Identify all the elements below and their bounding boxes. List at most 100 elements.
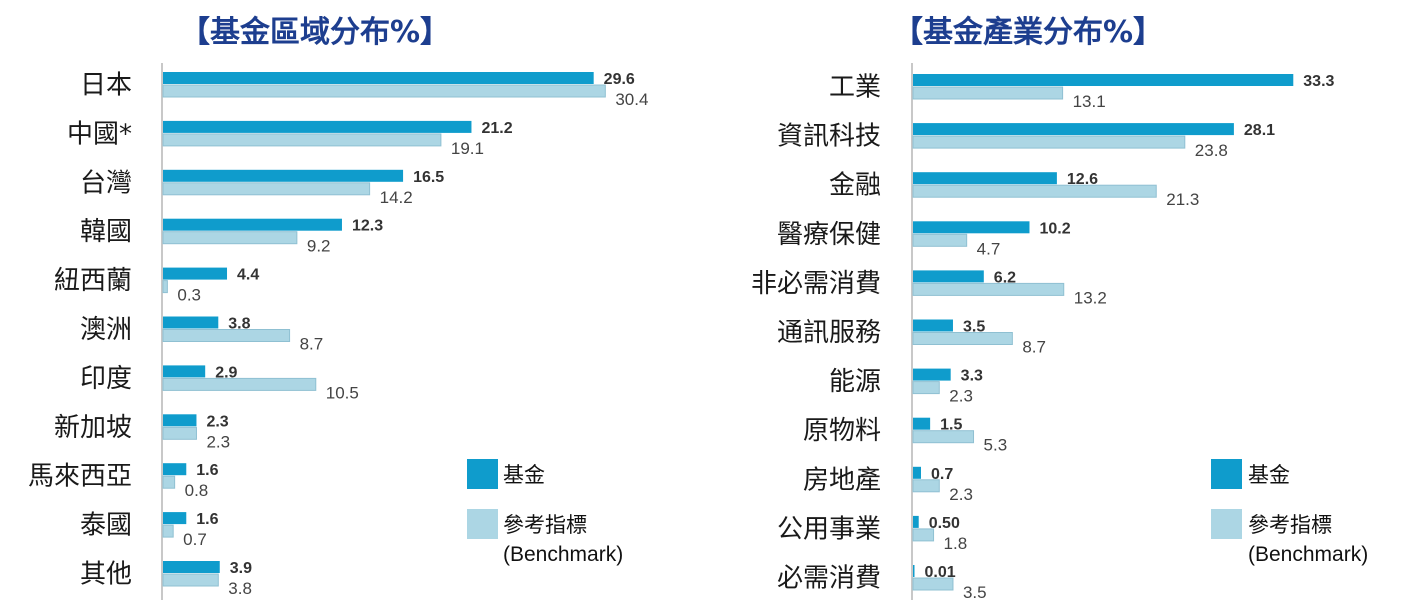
industry-category-label: 原物料 xyxy=(803,416,881,446)
region-fund-bar xyxy=(163,169,404,182)
industry-benchmark-value-label: 3.5 xyxy=(963,583,987,602)
region-fund-bar xyxy=(163,463,187,476)
industry-benchmark-bar xyxy=(912,479,940,493)
industry-benchmark-value-label: 1.8 xyxy=(944,534,968,553)
region-category-label: 泰國 xyxy=(80,511,132,541)
region-category-label: 台灣 xyxy=(80,168,132,198)
industry-category-label: 金融 xyxy=(829,171,881,201)
industry-legend-fund-swatch xyxy=(1211,459,1242,489)
industry-benchmark-value-label: 2.3 xyxy=(949,387,973,406)
industry-category-label: 通訊服務 xyxy=(777,318,881,348)
industry-benchmark-value-label: 23.8 xyxy=(1195,141,1228,160)
industry-benchmark-value-label: 2.3 xyxy=(949,485,973,504)
region-category-label: 其他 xyxy=(80,560,132,590)
region-benchmark-bar xyxy=(162,280,168,294)
region-category-label: 中國* xyxy=(67,119,132,149)
region-category-label: 日本 xyxy=(80,71,132,101)
industry-category-label: 非必需消費 xyxy=(751,269,881,299)
region-benchmark-bar xyxy=(162,377,317,391)
industry-fund-bar xyxy=(913,466,921,479)
region-fund-bar xyxy=(163,267,228,280)
region-benchmark-bar xyxy=(162,426,197,440)
industry-benchmark-value-label: 5.3 xyxy=(984,436,1008,455)
region-category-label: 紐西蘭 xyxy=(54,266,132,296)
region-fund-value-label: 2.9 xyxy=(215,364,237,381)
region-fund-value-label: 1.6 xyxy=(196,462,218,479)
region-benchmark-value-label: 0.7 xyxy=(183,530,207,549)
industry-benchmark-bar xyxy=(912,332,1013,345)
region-benchmark-bar xyxy=(162,133,442,147)
industry-fund-value-label: 1.5 xyxy=(940,417,962,434)
region-fund-value-label: 29.6 xyxy=(604,71,635,88)
region-fund-value-label: 3.8 xyxy=(228,316,250,333)
industry-legend-benchmark-swatch xyxy=(1211,509,1242,539)
region-legend-benchmark-swatch xyxy=(467,509,498,539)
industry-fund-bar xyxy=(913,417,931,430)
industry-benchmark-bar xyxy=(912,184,1157,198)
region-category-label: 韓國 xyxy=(80,217,132,247)
industry-benchmark-value-label: 4.7 xyxy=(977,239,1001,258)
industry-benchmark-bar xyxy=(912,577,954,591)
industry-category-label: 公用事業 xyxy=(777,514,881,544)
region-fund-bar xyxy=(163,218,342,231)
industry-category-label: 必需消費 xyxy=(777,564,881,594)
region-benchmark-bar xyxy=(162,524,174,538)
region-fund-value-label: 4.4 xyxy=(237,267,259,284)
region-chart-bars: 日本 29.6 30.4 中國* 21.2 19.1 台灣 16.514.2 韓國 12.3 9.2… xyxy=(28,71,648,599)
region-category-label: 馬來西亞 xyxy=(28,462,132,492)
region-category-label: 印度 xyxy=(80,364,132,394)
industry-fund-value-label: 3.5 xyxy=(963,319,985,336)
industry-fund-bar xyxy=(913,74,1294,86)
industry-fund-bar xyxy=(913,123,1234,136)
region-fund-value-label: 2.3 xyxy=(206,413,228,430)
industry-fund-value-label: 10.2 xyxy=(1039,220,1070,237)
industry-fund-bar xyxy=(913,515,919,528)
region-fund-bar xyxy=(163,365,206,378)
region-chart: 【基金區域分布%】 日本 29.6 30.4 中國* 21.2 19.1 台灣 16.514.… xyxy=(28,15,648,600)
industry-benchmark-bar xyxy=(912,528,935,542)
region-benchmark-value-label: 2.3 xyxy=(206,432,230,451)
industry-fund-value-label: 6.2 xyxy=(994,269,1016,286)
industry-chart-legend: 基金 參考指標 (Benchmark) xyxy=(1211,459,1368,566)
region-benchmark-value-label: 19.1 xyxy=(451,139,484,158)
industry-fund-bar xyxy=(913,221,1030,234)
region-fund-bar xyxy=(163,414,197,427)
industry-fund-bar xyxy=(913,319,953,332)
industry-legend-benchmark-label-en: (Benchmark) xyxy=(1248,543,1368,566)
region-fund-value-label: 21.2 xyxy=(481,120,512,137)
industry-benchmark-value-label: 13.2 xyxy=(1074,288,1107,307)
region-fund-value-label: 3.9 xyxy=(230,560,252,577)
industry-fund-value-label: 3.3 xyxy=(961,368,983,385)
region-fund-bar xyxy=(163,120,472,133)
region-fund-bar xyxy=(163,561,220,573)
industry-fund-value-label: 12.6 xyxy=(1067,171,1098,188)
region-fund-value-label: 16.5 xyxy=(413,169,444,186)
industry-benchmark-bar xyxy=(912,282,1065,296)
region-benchmark-bar xyxy=(162,475,176,489)
region-category-label: 澳洲 xyxy=(80,315,132,345)
industry-legend-benchmark-label: 參考指標 xyxy=(1248,513,1332,537)
industry-benchmark-bar xyxy=(912,381,940,395)
region-legend-fund-swatch xyxy=(467,459,498,489)
industry-fund-bar xyxy=(913,172,1057,185)
industry-benchmark-bar xyxy=(912,430,975,444)
region-benchmark-bar xyxy=(162,231,298,245)
region-benchmark-bar xyxy=(162,573,219,587)
industry-chart: 【基金產業分布%】 工業 33.3 13.1 資訊科技 28.1 23.8 金融 12.6 21… xyxy=(751,15,1368,602)
industry-fund-value-label: 0.50 xyxy=(929,515,960,532)
region-benchmark-value-label: 0.8 xyxy=(185,481,209,500)
industry-fund-value-label: 33.3 xyxy=(1303,73,1334,90)
region-fund-bar xyxy=(163,72,594,84)
industry-fund-bar xyxy=(913,565,915,577)
region-fund-value-label: 1.6 xyxy=(196,511,218,528)
industry-category-label: 醫療保健 xyxy=(777,220,881,250)
industry-category-label: 能源 xyxy=(829,367,881,397)
industry-benchmark-value-label: 21.3 xyxy=(1166,190,1199,209)
region-benchmark-bar xyxy=(162,84,606,98)
region-benchmark-value-label: 9.2 xyxy=(307,237,331,256)
region-benchmark-bar xyxy=(162,329,291,342)
industry-category-label: 資訊科技 xyxy=(777,122,881,152)
region-legend-fund-label: 基金 xyxy=(503,463,545,487)
region-category-label: 新加坡 xyxy=(54,413,132,443)
